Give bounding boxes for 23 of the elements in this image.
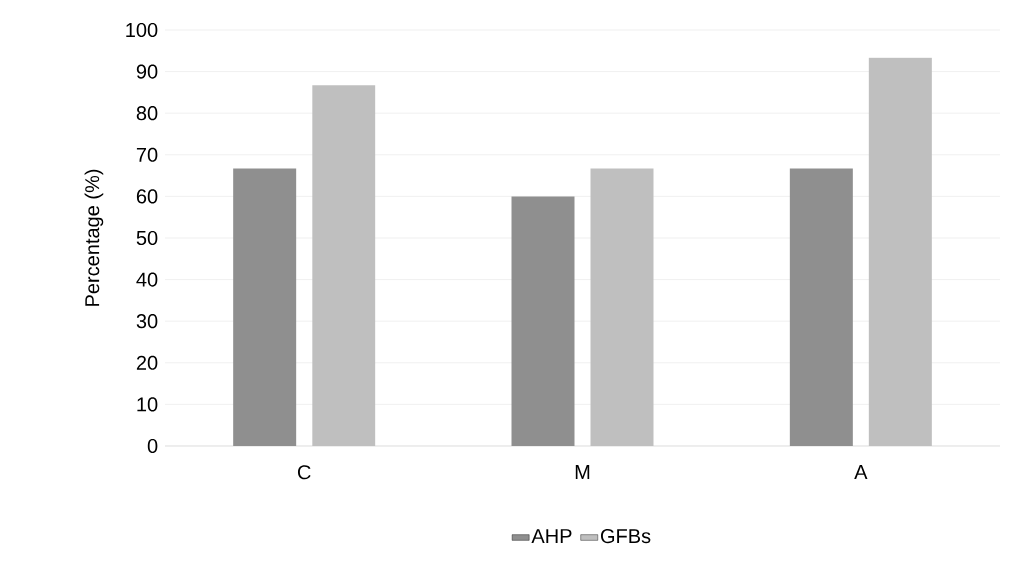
y-tick-label: 20 [136,355,158,370]
bar [590,168,654,446]
y-tick-label: 30 [136,314,158,329]
y-tick-label: 0 [147,438,158,454]
y-tick-label: 40 [136,272,158,287]
y-tick-label: 80 [136,106,158,121]
y-tick-label: 60 [136,189,158,204]
x-tick-label: C [297,465,311,480]
y-tick-label: 70 [136,147,158,162]
legend-label: GFBs [600,529,651,544]
bar [868,57,932,446]
y-axis-title: Percentage (%) [84,169,104,306]
legend-label: AHP [531,529,572,543]
y-tick-label: 10 [137,397,158,412]
bar [312,85,376,446]
bar [511,196,575,446]
bar [233,168,297,446]
x-tick-label: A [854,465,868,479]
y-tick-label: 100 [126,22,158,38]
bar [789,168,853,446]
x-tick-label: M [575,465,590,479]
y-tick-label: 50 [136,230,158,246]
y-tick-label: 90 [136,64,158,79]
